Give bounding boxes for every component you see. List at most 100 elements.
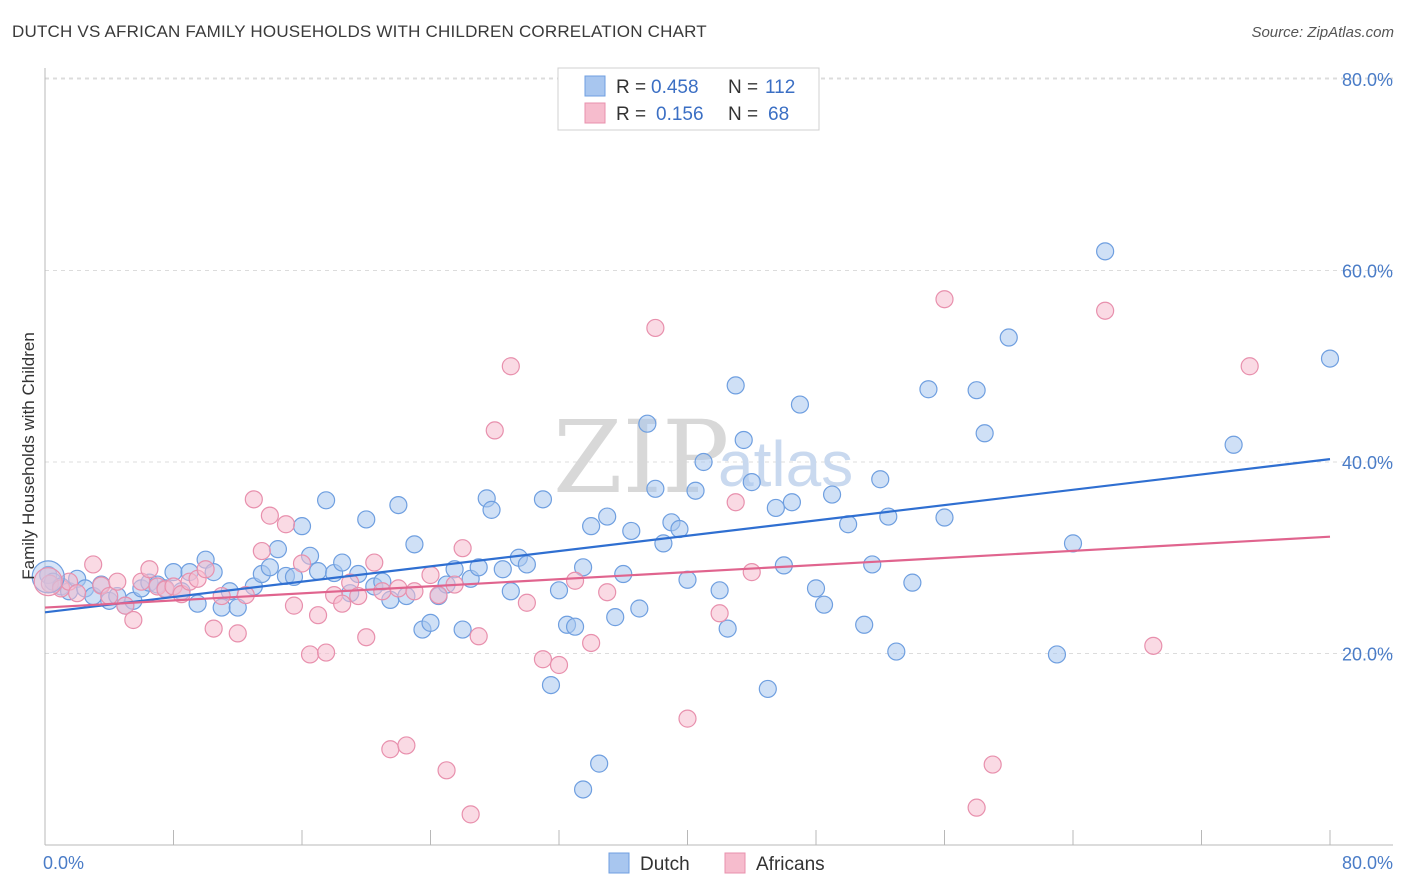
point-dutch (533, 490, 553, 509)
point-africans (517, 593, 536, 612)
point-africans (726, 493, 745, 512)
point-africans (469, 627, 488, 646)
point-dutch (565, 617, 585, 636)
point-africans (967, 798, 986, 817)
x-tick-label-min: 0.0% (43, 853, 84, 873)
y-axis-label: Family Households with Children (19, 332, 38, 580)
point-dutch (517, 555, 536, 574)
legend: R = 0.458 N = 112 R = 0.156 N = 68 (557, 67, 820, 131)
point-dutch (389, 495, 408, 515)
point-dutch (501, 582, 520, 601)
point-africans (365, 553, 384, 572)
point-dutch (268, 540, 288, 559)
point-africans (316, 643, 336, 662)
point-dutch (766, 498, 785, 518)
scatter-points (31, 242, 1340, 824)
legend-dutch-n-label: N = (728, 77, 758, 98)
point-dutch (814, 595, 834, 614)
point-dutch (316, 491, 336, 510)
point-dutch (493, 560, 512, 579)
point-dutch (333, 553, 352, 572)
x-tick-label-max: 80.0% (1342, 853, 1393, 873)
legend-dutch-r-label: R = (616, 77, 646, 98)
bottom-legend-swatch-dutch (608, 852, 630, 874)
point-africans (300, 645, 320, 664)
point-dutch (453, 620, 472, 639)
y-tick-label: 40.0% (1342, 453, 1393, 473)
point-dutch (541, 675, 561, 695)
point-africans (228, 624, 247, 643)
legend-africans-n-label: N = (728, 104, 758, 125)
bottom-legend-africans: Africans (756, 854, 825, 875)
legend-africans-n-value: 68 (768, 104, 789, 125)
point-dutch (630, 599, 649, 618)
point-africans (461, 805, 480, 824)
bottom-legend: Dutch Africans (608, 852, 825, 875)
grid-lines (45, 77, 1393, 654)
chart-source: Source: ZipAtlas.com (1251, 24, 1394, 41)
point-dutch (590, 754, 609, 773)
legend-swatch-dutch (584, 75, 606, 97)
legend-swatch-africans (584, 102, 606, 124)
point-dutch (935, 508, 954, 527)
point-dutch (718, 619, 737, 638)
point-dutch (678, 570, 697, 589)
point-dutch (806, 579, 826, 598)
point-dutch (582, 517, 601, 536)
point-dutch (782, 493, 802, 512)
point-dutch (292, 517, 312, 536)
point-cluster-africans (33, 567, 63, 597)
point-africans (405, 582, 424, 601)
point-dutch (421, 613, 440, 632)
point-dutch (742, 473, 761, 492)
point-africans (437, 761, 456, 780)
point-africans (485, 421, 504, 440)
point-dutch (606, 608, 625, 627)
point-africans (276, 515, 296, 534)
point-africans (357, 628, 376, 647)
point-dutch (573, 558, 593, 577)
point-dutch (1096, 242, 1115, 261)
point-dutch (975, 424, 994, 443)
point-africans (1096, 301, 1115, 320)
point-dutch (710, 581, 729, 600)
point-dutch (1320, 349, 1340, 368)
point-dutch (260, 558, 279, 577)
point-dutch (855, 615, 874, 634)
point-dutch (758, 679, 777, 699)
point-africans (501, 357, 520, 376)
legend-dutch-r-value: 0.458 (651, 77, 699, 98)
point-africans (308, 606, 328, 625)
point-dutch (822, 485, 842, 504)
point-dutch (790, 395, 810, 414)
point-dutch (967, 381, 986, 400)
point-africans (108, 572, 127, 591)
point-africans (140, 560, 159, 579)
point-africans (381, 740, 400, 759)
point-dutch (614, 564, 633, 584)
point-africans (204, 619, 223, 638)
point-africans (244, 490, 263, 509)
point-dutch (1047, 645, 1067, 664)
y-tick-label: 80.0% (1342, 70, 1393, 90)
trend-line-dutch (44, 458, 1331, 614)
chart-title: DUTCH VS AFRICAN FAMILY HOUSEHOLDS WITH … (12, 22, 707, 41)
point-dutch (871, 470, 890, 489)
point-africans (397, 736, 416, 755)
point-dutch (598, 507, 617, 526)
point-africans (349, 586, 368, 606)
point-africans (565, 571, 585, 590)
point-africans (983, 755, 1002, 774)
point-africans (678, 709, 697, 728)
point-dutch (887, 642, 906, 661)
legend-dutch-n-value: 112 (765, 77, 795, 98)
point-africans (598, 583, 617, 602)
legend-africans-r-label: R = (616, 104, 646, 125)
point-africans (646, 318, 665, 338)
y-tick-label: 60.0% (1342, 262, 1393, 282)
point-africans (124, 610, 143, 630)
point-africans (710, 604, 729, 623)
point-dutch (573, 780, 593, 799)
point-dutch (863, 555, 882, 574)
point-africans (292, 554, 312, 573)
